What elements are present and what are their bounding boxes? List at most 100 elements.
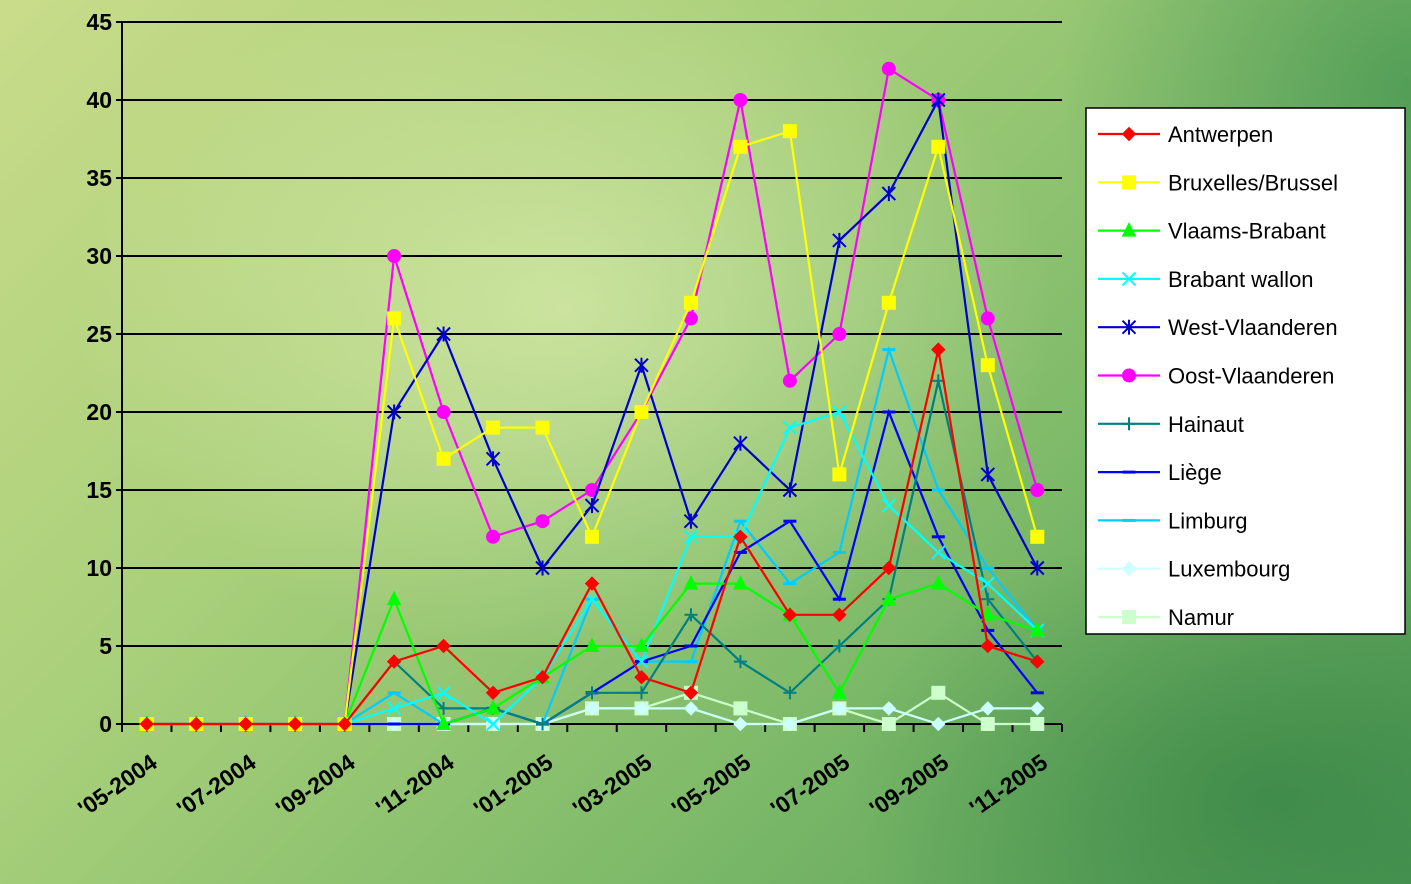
data-point xyxy=(584,637,600,652)
legend-item-luxembourg: Luxembourg xyxy=(1098,557,1290,582)
data-point xyxy=(337,716,352,732)
legend: Antwerpen Bruxelles/Brussel Vlaams-Brabant… xyxy=(1085,107,1406,635)
data-point xyxy=(486,420,501,435)
data-point xyxy=(535,560,550,576)
data-point xyxy=(733,93,748,107)
y-tick-label: 45 xyxy=(86,9,112,35)
data-point xyxy=(980,466,995,482)
data-point xyxy=(881,701,897,716)
y-tick-label: 5 xyxy=(99,633,112,659)
data-point xyxy=(189,716,204,732)
x-tick-label: '11-2005 xyxy=(965,749,1053,821)
data-point xyxy=(931,574,946,590)
data-point xyxy=(683,701,699,716)
data-point xyxy=(683,513,699,529)
legend-item-brabant-wallon: Brabant wallon xyxy=(1098,267,1314,292)
y-tick-label: 20 xyxy=(86,399,112,425)
legend-label: Namur xyxy=(1168,605,1234,630)
data-point xyxy=(436,326,451,342)
data-point xyxy=(683,685,699,701)
x-tick-label: '07-2005 xyxy=(766,749,855,822)
data-point xyxy=(485,699,501,715)
data-point xyxy=(585,686,599,700)
data-point xyxy=(386,590,402,606)
data-point xyxy=(1030,654,1045,669)
data-point xyxy=(584,498,600,514)
series-hainaut xyxy=(140,374,1044,731)
legend-marker xyxy=(1122,417,1136,431)
data-point xyxy=(536,717,550,731)
data-point xyxy=(881,560,897,576)
data-point xyxy=(980,311,995,326)
marker-stroke xyxy=(881,498,897,513)
x-tick-label: '01-2005 xyxy=(469,749,558,822)
data-point xyxy=(436,451,451,466)
data-point xyxy=(684,608,698,622)
legend-item-bruxelles-brussel: Bruxelles/Brussel xyxy=(1098,170,1338,195)
data-point xyxy=(782,420,798,435)
y-tick-label: 25 xyxy=(86,321,112,347)
series-line xyxy=(146,380,1039,726)
data-point xyxy=(931,92,946,108)
data-point xyxy=(584,576,600,591)
data-point xyxy=(832,467,847,482)
data-point xyxy=(485,451,501,467)
legend-label: Bruxelles/Brussel xyxy=(1168,170,1338,195)
data-point xyxy=(584,701,600,716)
data-point xyxy=(1030,717,1045,731)
data-point xyxy=(733,655,747,669)
legend-marker xyxy=(1122,175,1136,190)
data-point xyxy=(1029,621,1045,637)
legend-marker xyxy=(1121,561,1137,576)
data-point xyxy=(634,686,648,700)
x-tick-label: '03-2005 xyxy=(568,749,657,822)
x-tick-label: '09-2005 xyxy=(865,749,954,822)
data-point xyxy=(881,590,897,606)
data-point xyxy=(733,435,748,451)
marker-stroke xyxy=(634,654,649,669)
data-point xyxy=(832,684,847,699)
legend-label: Limburg xyxy=(1168,508,1247,533)
data-point xyxy=(881,717,896,731)
data-point xyxy=(386,654,402,669)
data-point xyxy=(782,482,798,498)
data-point xyxy=(683,574,699,590)
legend-marker xyxy=(1121,221,1137,237)
x-tick-label: '11-2004 xyxy=(371,749,459,821)
data-point xyxy=(733,716,748,732)
marker-stroke xyxy=(584,591,600,607)
data-point xyxy=(287,716,303,732)
y-tick-label: 0 xyxy=(99,711,112,737)
legend-label: Oost-Vlaanderen xyxy=(1168,364,1334,389)
data-point xyxy=(881,61,896,76)
y-tick-label: 15 xyxy=(86,477,112,503)
legend-item-limburg: Limburg xyxy=(1098,508,1247,533)
legend-item-hainaut: Hainaut xyxy=(1098,412,1244,437)
x-tick-label: '09-2004 xyxy=(271,749,360,822)
y-tick-label: 35 xyxy=(86,165,112,191)
legend-label: West-Vlaanderen xyxy=(1168,315,1338,340)
legend-box xyxy=(1085,107,1406,635)
marker-stroke xyxy=(436,685,451,701)
data-point xyxy=(832,607,847,623)
marker-stroke xyxy=(931,545,946,560)
data-point xyxy=(585,529,599,544)
x-axis-tick-labels: '05-2004'07-2004'09-2004'11-2004'01-2005… xyxy=(73,749,1052,822)
data-point xyxy=(832,232,847,248)
series-oost-vlaanderen xyxy=(139,61,1045,731)
series-antwerpen xyxy=(139,342,1045,732)
data-point xyxy=(733,139,748,154)
data-point xyxy=(980,358,995,373)
data-point xyxy=(782,373,797,388)
data-point xyxy=(733,529,748,545)
data-point xyxy=(1030,701,1045,716)
data-point xyxy=(980,576,995,591)
data-point xyxy=(683,529,699,545)
data-point xyxy=(436,685,451,701)
legend-item-li-ge: Liège xyxy=(1098,460,1222,485)
series-line xyxy=(146,129,1039,726)
data-point xyxy=(634,654,649,669)
data-point xyxy=(782,716,798,732)
data-point xyxy=(782,607,798,623)
